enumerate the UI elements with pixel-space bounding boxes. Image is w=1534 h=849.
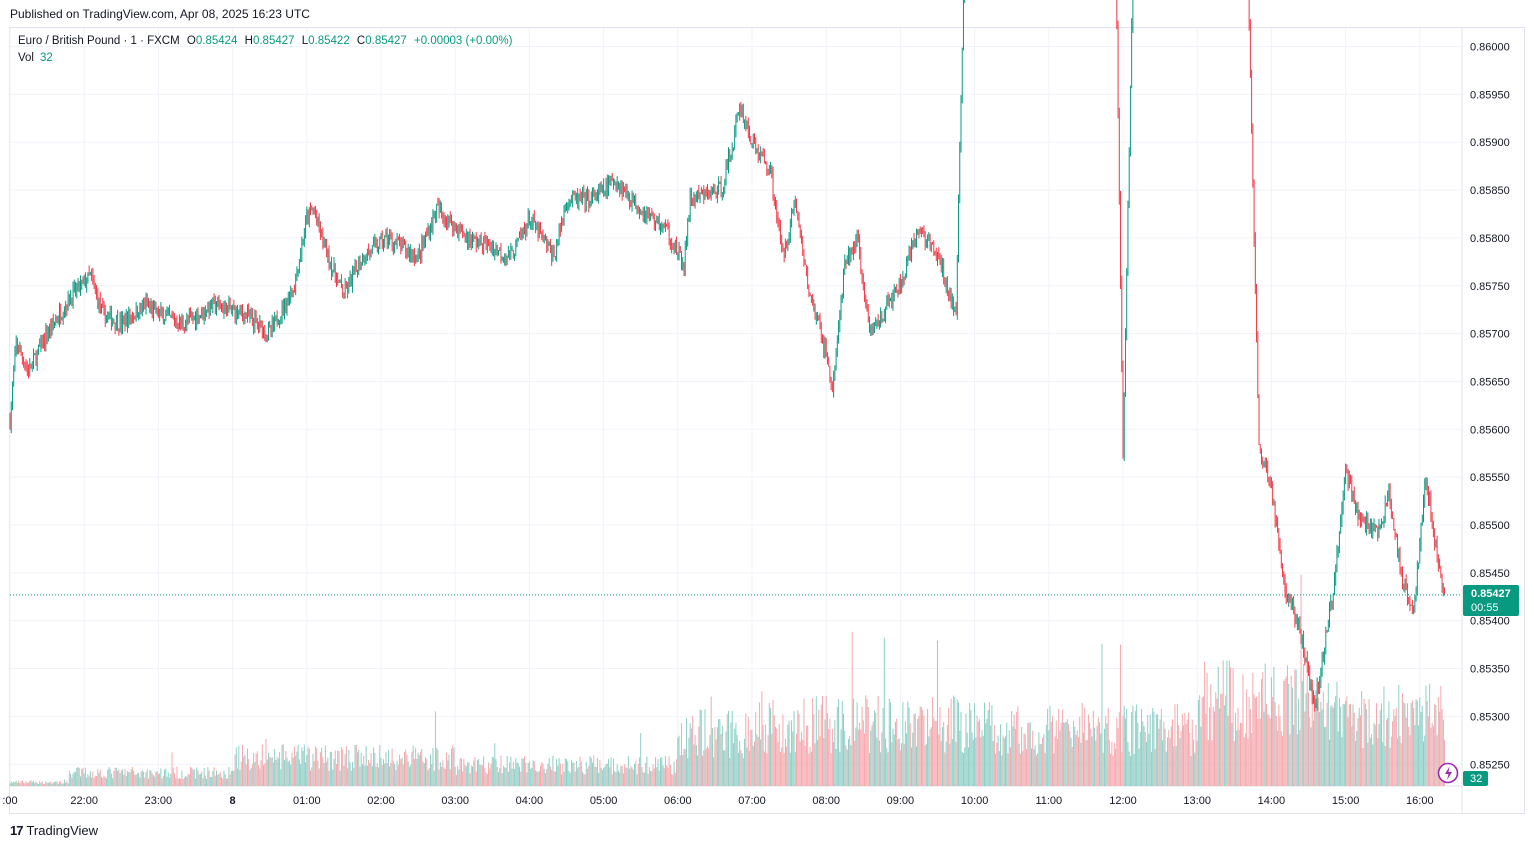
time-tick-label: 10:00 xyxy=(961,795,989,807)
price-tick-label: 0.85450 xyxy=(1470,568,1510,580)
time-tick-label: 03:00 xyxy=(441,795,469,807)
time-tick-label: 05:00 xyxy=(590,795,618,807)
price-tick-label: 0.85300 xyxy=(1470,711,1510,723)
price-tick-label: 0.85900 xyxy=(1470,137,1510,149)
close-value: 0.85427 xyxy=(365,35,407,47)
time-tick-label: 8 xyxy=(230,795,236,807)
time-tick-label: 01:00 xyxy=(293,795,321,807)
time-tick-label: 08:00 xyxy=(812,795,840,807)
price-tick-label: 0.85800 xyxy=(1470,233,1510,245)
price-tick-label: 0.85600 xyxy=(1470,424,1510,436)
price-tick-label: 0.85700 xyxy=(1470,329,1510,341)
time-tick-label: 11:00 xyxy=(1035,795,1062,807)
price-tick-label: 0.85750 xyxy=(1470,281,1510,293)
price-tick-label: 0.85550 xyxy=(1470,472,1510,484)
price-tick-label: 0.85950 xyxy=(1470,89,1510,101)
price-tick-label: 0.85250 xyxy=(1470,759,1510,771)
time-tick-label: 23:00 xyxy=(145,795,173,807)
price-axis: 0.86000 0.85950 0.85900 0.85850 0.85800 0.857… xyxy=(1470,42,1510,772)
published-caption: Published on TradingView.com, Apr 08, 20… xyxy=(10,7,310,21)
time-tick-label: 04:00 xyxy=(516,795,544,807)
open-value: 0.85424 xyxy=(195,35,238,47)
price-tick-label: 0.86000 xyxy=(1470,42,1510,54)
last-price-value: 0.85427 xyxy=(1471,588,1511,600)
volume-legend[interactable]: Vol 32 xyxy=(18,52,53,64)
last-price-badge: 0.85427 00:55 xyxy=(1463,585,1519,616)
symbol-title[interactable]: Euro / British Pound · 1 · FXCM xyxy=(18,35,180,47)
time-tick-label: 02:00 xyxy=(367,795,395,807)
price-tick-label: 0.85650 xyxy=(1470,376,1510,388)
low-value: 0.85422 xyxy=(308,35,350,47)
lightning-icon[interactable] xyxy=(1437,762,1459,784)
volume-badge-value: 32 xyxy=(1470,773,1482,785)
price-tick-label: 0.85400 xyxy=(1470,616,1510,628)
chart-grid xyxy=(9,28,1463,814)
tradingview-logo-icon: 17 xyxy=(10,823,24,838)
volume-badge: 32 xyxy=(1463,771,1488,786)
time-tick-label: 13:00 xyxy=(1183,795,1211,807)
change-value: +0.00003 (+0.00%) xyxy=(414,35,513,47)
time-tick-label: 22:00 xyxy=(70,795,98,807)
volume-value: 32 xyxy=(40,52,53,64)
time-tick-label: 15:00 xyxy=(1332,795,1360,807)
high-value: 0.85427 xyxy=(252,35,295,47)
time-tick-label: 07:00 xyxy=(738,795,766,807)
time-tick-label: 09:00 xyxy=(887,795,915,807)
time-tick-label: 06:00 xyxy=(664,795,692,807)
brand-name: TradingView xyxy=(26,823,99,838)
time-axis: :00 22:00 23:00 8 01:00 02:00 03:00 04:00 05:00 0… xyxy=(2,795,1433,807)
price-tick-label: 0.85850 xyxy=(1470,185,1510,197)
low-label: L xyxy=(301,35,309,47)
high-label: H xyxy=(244,35,253,47)
open-label: O xyxy=(186,35,196,47)
close-label: C xyxy=(356,35,366,47)
time-tick-label: 14:00 xyxy=(1258,795,1286,807)
volume-label: Vol xyxy=(18,52,34,64)
time-tick-label: 16:00 xyxy=(1406,795,1434,807)
volume-bars xyxy=(9,574,1446,786)
symbol-legend[interactable]: Euro / British Pound · 1 · FXCM O0.85424… xyxy=(18,35,512,47)
time-tick-label: 12:00 xyxy=(1109,795,1137,807)
candles xyxy=(9,0,1446,712)
price-tick-label: 0.85500 xyxy=(1470,520,1510,532)
price-tick-label: 0.85350 xyxy=(1470,664,1510,676)
time-tick-label: :00 xyxy=(2,795,17,807)
footer-brand[interactable]: 17 TradingView xyxy=(10,823,98,838)
bar-countdown: 00:55 xyxy=(1471,602,1499,614)
